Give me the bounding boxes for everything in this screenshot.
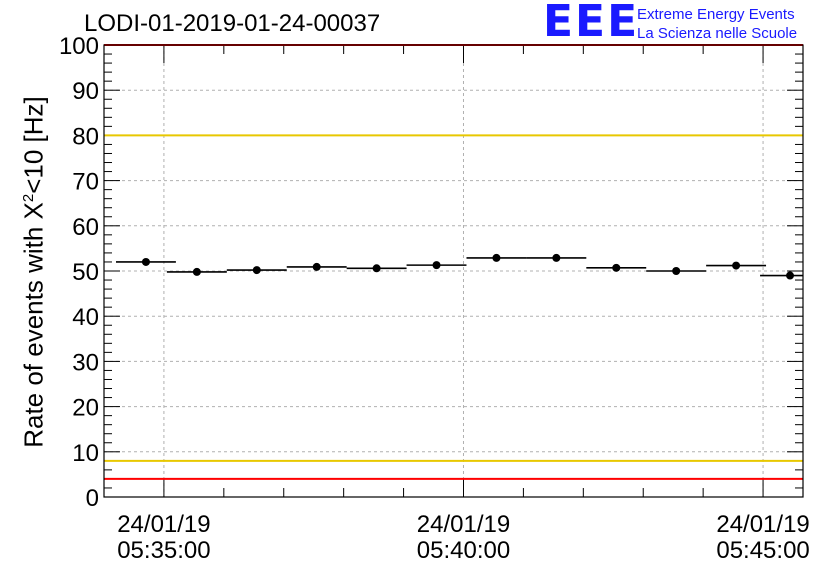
y-tick-label: 30 xyxy=(72,349,99,376)
y-tick-label: 70 xyxy=(72,169,99,196)
eee-logo: EEE Extreme Energy Events La Scienza nel… xyxy=(543,0,833,47)
data-point xyxy=(192,267,201,276)
data-point xyxy=(552,253,561,262)
x-tick-date-label: 24/01/19 xyxy=(417,511,510,538)
chart-title: LODI-01-2019-01-24-00037 xyxy=(84,10,381,37)
x-tick-date-label: 24/01/19 xyxy=(716,511,809,538)
y-tick-label: 50 xyxy=(72,259,99,286)
data-point xyxy=(732,261,741,270)
data-point xyxy=(612,263,621,272)
x-tick-date-label: 24/01/19 xyxy=(117,511,210,538)
data-point xyxy=(672,267,681,275)
y-tick-label: 100 xyxy=(59,33,99,60)
data-point xyxy=(432,261,441,270)
data-point xyxy=(312,262,321,271)
y-tick-label: 0 xyxy=(86,485,99,512)
logo-text-line1: Extreme Energy Events xyxy=(637,6,795,23)
data-point xyxy=(492,253,501,262)
x-tick-time-label: 05:40:00 xyxy=(417,537,510,564)
y-tick-label: 80 xyxy=(72,123,99,150)
x-tick-time-label: 05:45:00 xyxy=(716,537,809,564)
logo-text-line2: La Scienza nelle Scuole xyxy=(637,25,798,42)
data-point xyxy=(141,257,150,266)
eee-logo-mark: EEE xyxy=(543,0,640,47)
y-tick-label: 20 xyxy=(72,395,99,422)
x-tick-time-label: 05:35:00 xyxy=(117,537,210,564)
data-point xyxy=(252,266,261,275)
data-point xyxy=(786,271,795,280)
y-tick-label: 90 xyxy=(72,78,99,105)
y-tick-label: 40 xyxy=(72,304,99,331)
plot-frame xyxy=(103,44,804,498)
y-tick-label: 10 xyxy=(72,440,99,467)
y-tick-label: 60 xyxy=(72,214,99,241)
data-point xyxy=(372,264,381,273)
